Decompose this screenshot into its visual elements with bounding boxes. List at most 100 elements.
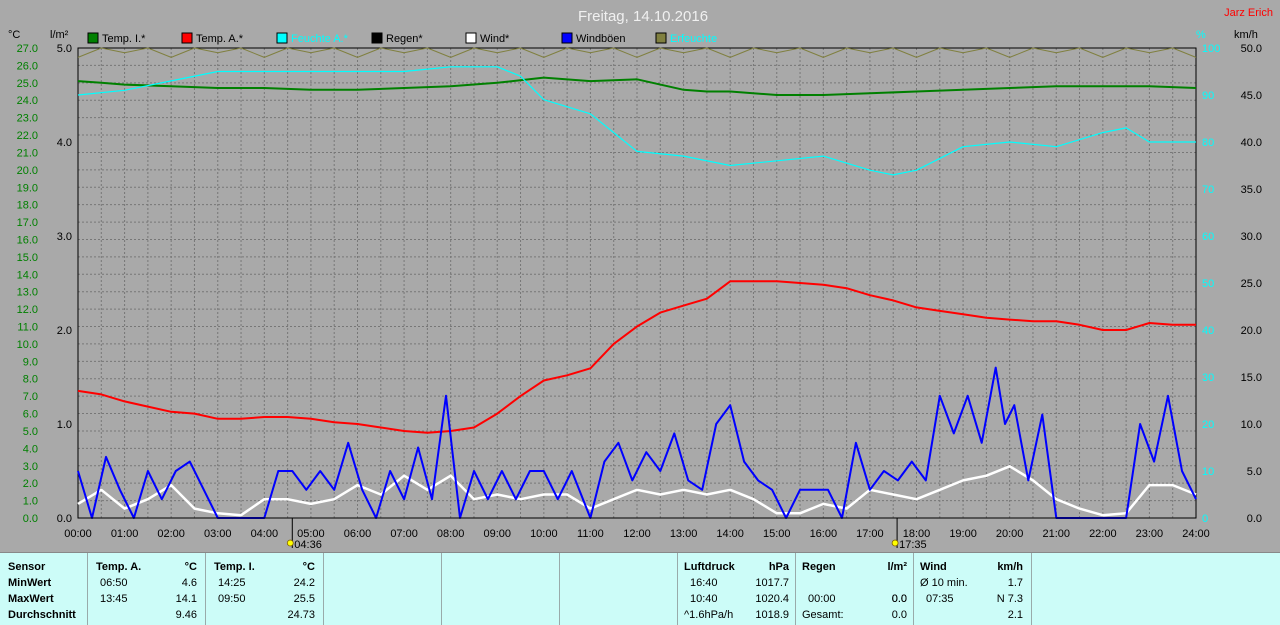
legend-label: Feuchte A.* xyxy=(291,33,349,45)
wind-avg10: 1.7 xyxy=(1007,577,1023,589)
sunset-time: 17:35 xyxy=(899,539,927,551)
time-tick-label: 21:00 xyxy=(1042,528,1070,540)
time-tick-label: 17:00 xyxy=(856,528,884,540)
wind-max-time: 07:35 xyxy=(926,593,954,605)
series-line xyxy=(77,76,1197,96)
temp-tick-label: 23.0 xyxy=(17,113,38,125)
legend-swatch xyxy=(181,32,193,44)
temp-inside-min: 24.2 xyxy=(293,577,315,589)
temp-tick-label: 9.0 xyxy=(23,356,38,368)
rain-axis-unit: l/m² xyxy=(50,29,69,41)
wind-tick-label: 25.0 xyxy=(1241,278,1262,290)
time-tick-label: 20:00 xyxy=(996,528,1024,540)
stats-empty-column-3 xyxy=(560,553,678,625)
time-tick-label: 15:00 xyxy=(763,528,791,540)
wind-header: Wind xyxy=(920,561,947,573)
stats-temp-outside-column: Temp. A. °C 06:50 4.6 13:45 14.1 9.46 xyxy=(88,553,206,625)
author-label: Jarz Erich xyxy=(1224,7,1273,19)
legend-swatch xyxy=(276,32,288,44)
legend-swatch xyxy=(655,32,667,44)
time-tick-label: 16:00 xyxy=(810,528,838,540)
legend-label: Regen* xyxy=(386,33,423,45)
statistics-panel: Sensor MinWert MaxWert Durchschnitt Temp… xyxy=(0,552,1280,625)
chart-legend: Temp. I.* Temp. A.* Feuchte A.* Regen* Wind*… xyxy=(87,32,717,45)
legend-swatch xyxy=(87,32,99,44)
stats-temp-inside-column: Temp. I. °C 14:25 24.2 09:50 25.5 24.73 xyxy=(206,553,324,625)
rain-tick-label: 1.0 xyxy=(57,419,72,431)
temp-tick-label: 16.0 xyxy=(17,234,38,246)
legend-swatch xyxy=(561,32,573,44)
temp-inside-header: Temp. I. xyxy=(214,561,255,573)
humidity-tick-label: 10 xyxy=(1202,466,1214,478)
humidity-tick-label: 50 xyxy=(1202,278,1214,290)
time-tick-label: 22:00 xyxy=(1089,528,1117,540)
temp-tick-label: 22.0 xyxy=(17,130,38,142)
time-tick-label: 13:00 xyxy=(670,528,698,540)
humidity-tick-label: 70 xyxy=(1202,184,1214,196)
temp-inside-avg: 24.73 xyxy=(287,609,315,621)
time-tick-label: 24:00 xyxy=(1182,528,1210,540)
legend-swatch xyxy=(371,32,383,44)
temp-tick-label: 17.0 xyxy=(17,217,38,229)
legend-swatch xyxy=(465,32,477,44)
wind-tick-label: 20.0 xyxy=(1241,325,1262,337)
temp-tick-label: 2.0 xyxy=(23,478,38,490)
temp-tick-label: 20.0 xyxy=(17,165,38,177)
temp-outside-max: 14.1 xyxy=(175,593,197,605)
time-tick-label: 14:00 xyxy=(716,528,744,540)
min-label: MinWert xyxy=(8,577,52,589)
time-tick-label: 12:00 xyxy=(623,528,651,540)
temp-outside-max-time: 13:45 xyxy=(100,593,128,605)
plot-background xyxy=(78,48,1196,518)
temp-tick-label: 18.0 xyxy=(17,200,38,212)
temp-tick-label: 0.0 xyxy=(23,513,38,525)
temp-tick-label: 6.0 xyxy=(23,409,38,421)
pressure-avg: 1018.9 xyxy=(755,609,789,621)
wind-avg10-label: Ø 10 min. xyxy=(920,577,968,589)
wind-avg: 2.1 xyxy=(1007,609,1023,621)
time-tick-label: 06:00 xyxy=(344,528,372,540)
rain-tick-label: 0.0 xyxy=(57,513,72,525)
series-line xyxy=(77,280,1196,434)
sensor-header: Sensor xyxy=(8,561,46,573)
temp-tick-label: 5.0 xyxy=(23,426,38,438)
temp-inside-min-time: 14:25 xyxy=(218,577,246,589)
humidity-tick-label: 90 xyxy=(1202,90,1214,102)
rain-tick-label: 4.0 xyxy=(57,137,72,149)
temp-tick-label: 10.0 xyxy=(17,339,38,351)
humidity-tick-label: 60 xyxy=(1202,231,1214,243)
chart-labels: 0.0 1.0 2.0 3.0 4.0 5.0 6.0 7.0 8.0 9.0 10.0 11.0 12… xyxy=(17,43,1262,551)
legend-label: Temp. A.* xyxy=(196,33,244,45)
rain-total-label: Gesamt: xyxy=(802,609,844,621)
temp-outside-avg: 9.46 xyxy=(175,609,197,621)
temp-tick-label: 4.0 xyxy=(23,443,38,455)
wind-tick-label: 30.0 xyxy=(1241,231,1262,243)
temp-tick-label: 3.0 xyxy=(23,461,38,473)
temp-inside-unit: °C xyxy=(302,561,315,573)
max-label: MaxWert xyxy=(8,593,54,605)
series-line xyxy=(77,366,1197,519)
wind-tick-label: 10.0 xyxy=(1241,419,1262,431)
legend-label: Erfeuchte xyxy=(670,33,717,45)
temp-tick-label: 25.0 xyxy=(17,78,38,90)
pressure-trend: ^1.6hPa/h xyxy=(684,609,734,621)
stats-sensor-column: Sensor MinWert MaxWert Durchschnitt xyxy=(0,553,88,625)
temp-tick-label: 21.0 xyxy=(17,147,38,159)
wind-tick-label: 40.0 xyxy=(1241,137,1262,149)
pressure-max: 1020.4 xyxy=(755,593,789,605)
temp-outside-unit: °C xyxy=(184,561,197,573)
stats-pressure-column: Luftdruck hPa 16:40 1017.7 10:40 1020.4 … xyxy=(678,553,796,625)
stats-empty-column-1 xyxy=(324,553,442,625)
rain-row-2-time: 00:00 xyxy=(808,593,836,605)
sunset-icon xyxy=(891,539,899,547)
temp-outside-min-time: 06:50 xyxy=(100,577,128,589)
time-tick-label: 23:00 xyxy=(1136,528,1164,540)
wind-tick-label: 5.0 xyxy=(1247,466,1262,478)
time-tick-label: 09:00 xyxy=(483,528,511,540)
stats-empty-column-2 xyxy=(442,553,560,625)
chart-title: Freitag, 14.10.2016 xyxy=(578,8,708,25)
time-tick-label: 01:00 xyxy=(111,528,139,540)
time-tick-label: 10:00 xyxy=(530,528,558,540)
temp-outside-min: 4.6 xyxy=(181,577,197,589)
legend-label: Windböen xyxy=(576,33,626,45)
